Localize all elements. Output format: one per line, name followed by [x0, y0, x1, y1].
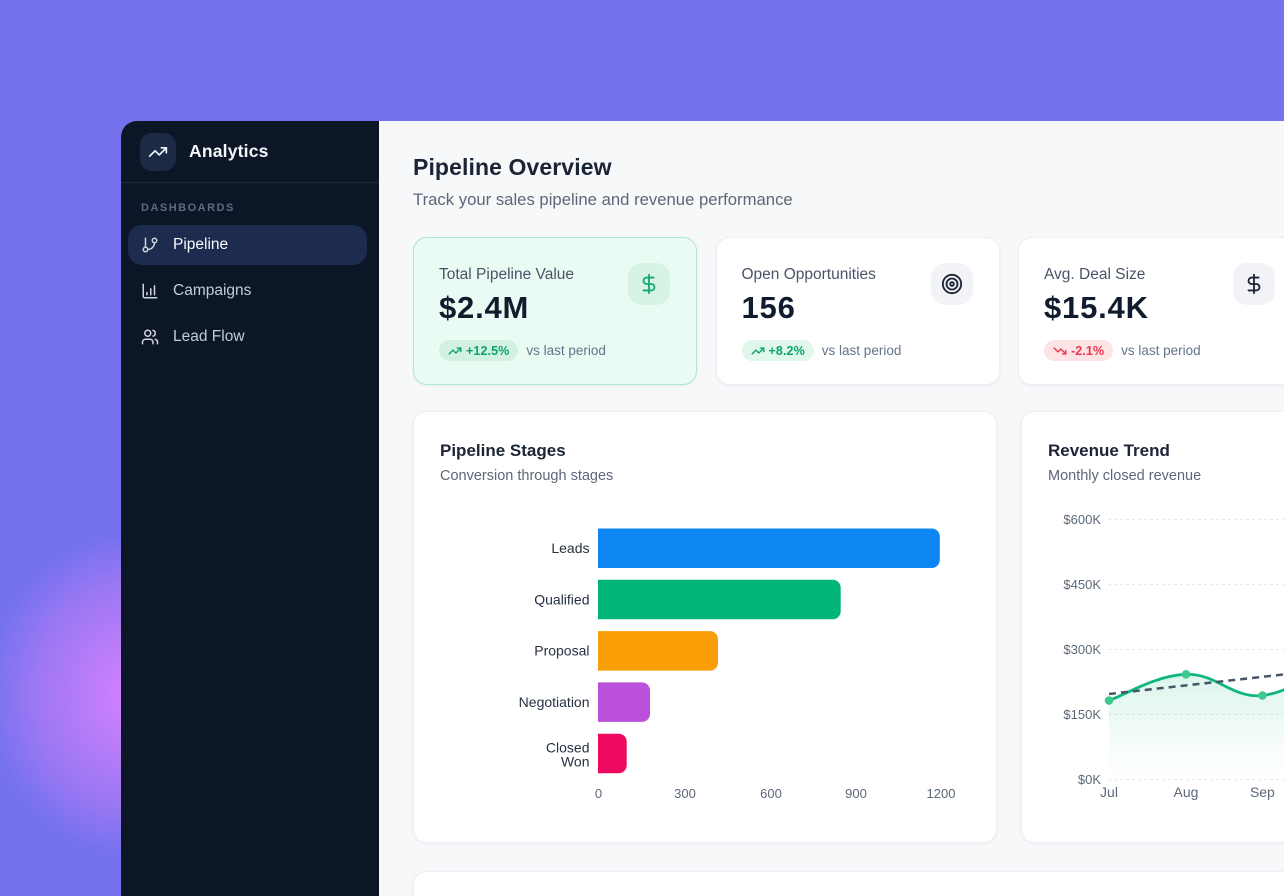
svg-text:$0K: $0K [1078, 772, 1101, 787]
svg-text:Sep: Sep [1250, 784, 1275, 800]
svg-text:Closed: Closed [546, 740, 590, 756]
svg-text:300: 300 [674, 786, 696, 801]
svg-text:$150K: $150K [1063, 707, 1101, 722]
svg-text:Aug: Aug [1174, 784, 1199, 800]
svg-text:$300K: $300K [1063, 642, 1101, 657]
svg-text:$600K: $600K [1063, 512, 1101, 527]
svg-text:Qualified: Qualified [534, 591, 589, 607]
svg-text:$450K: $450K [1063, 577, 1101, 592]
svg-text:Proposal: Proposal [534, 643, 589, 659]
svg-text:Jul: Jul [1100, 784, 1118, 800]
svg-text:Leads: Leads [551, 540, 589, 556]
svg-text:Won: Won [561, 754, 590, 770]
svg-text:900: 900 [845, 786, 867, 801]
svg-text:600: 600 [760, 786, 782, 801]
svg-text:0: 0 [595, 786, 602, 801]
svg-text:1200: 1200 [927, 786, 956, 801]
svg-text:Negotiation: Negotiation [519, 694, 590, 710]
